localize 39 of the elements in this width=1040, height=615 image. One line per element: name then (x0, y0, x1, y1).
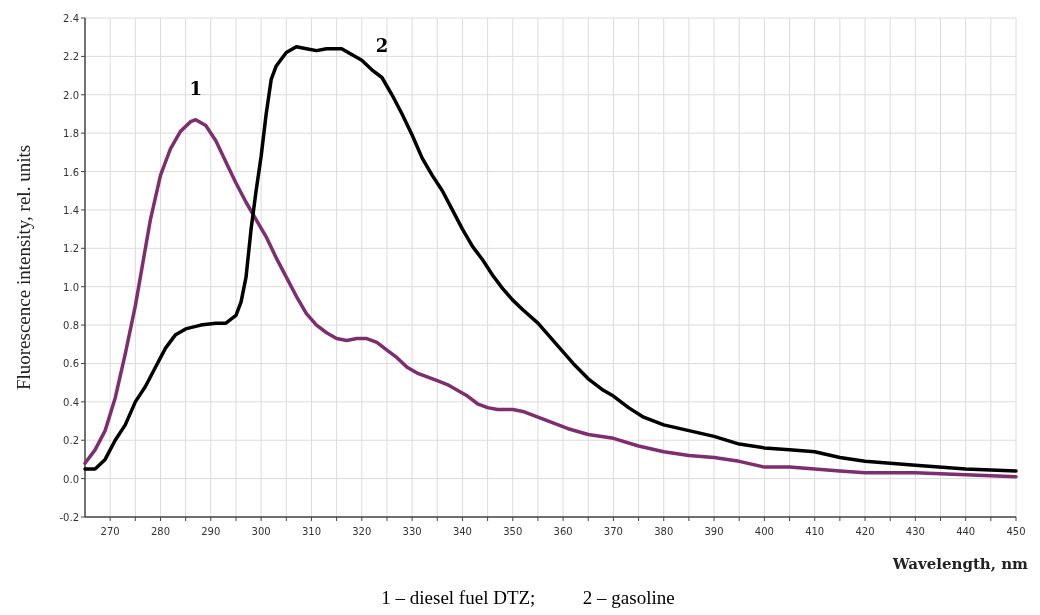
x-tick-label: 330 (402, 526, 422, 537)
x-tick-label: 280 (150, 526, 171, 537)
x-tick-label: 340 (452, 526, 472, 537)
y-tick-label: 2.0 (63, 89, 79, 101)
y-tick-label: 0.0 (63, 473, 79, 485)
x-tick-label: 440 (956, 526, 976, 537)
x-tick-label: 300 (251, 526, 271, 537)
y-tick-label: 1.6 (63, 166, 79, 178)
y-tick-label: 1.8 (63, 128, 79, 140)
x-tick-label: 450 (1006, 526, 1026, 537)
x-tick-label: 270 (100, 526, 120, 537)
x-tick-label: 380 (654, 526, 674, 537)
x-tick-label: 420 (855, 526, 875, 537)
x-tick-label: 410 (805, 526, 825, 537)
y-tick-label: 2.4 (63, 13, 79, 24)
y-tick-label: 0.2 (63, 435, 79, 447)
x-tick-label: 430 (905, 526, 925, 537)
y-tick-label: 1.0 (63, 281, 79, 293)
y-tick-label: -0.2 (59, 512, 79, 523)
y-axis-title: Fluorescence intensity, rel. units (13, 144, 34, 391)
series-label: 2 (375, 35, 389, 57)
y-tick-label: 0.6 (63, 358, 79, 370)
x-tick-label: 370 (603, 526, 623, 537)
line-series (83, 117, 1018, 479)
y-tick-label: 1.4 (63, 204, 79, 216)
x-tick-label: 350 (503, 526, 523, 537)
x-tick-label: 290 (201, 526, 221, 537)
x-tick-label: 400 (754, 526, 774, 537)
y-tick-label: 0.8 (63, 320, 79, 332)
y-tick-label: 1.2 (63, 243, 79, 255)
x-axis-title: Wavelength, nm (891, 555, 1029, 573)
y-tick-label: 0.4 (63, 396, 79, 408)
x-tick-label: 390 (704, 526, 724, 537)
x-tick-label: 360 (553, 526, 573, 537)
y-tick-label: 2.2 (63, 51, 79, 63)
x-tick-label: 320 (352, 526, 372, 537)
series-label: 1 (189, 77, 202, 99)
text: 1 – diesel fuel DTZ; 2 – gasoline (381, 587, 675, 608)
x-tick-label: 310 (301, 526, 322, 537)
